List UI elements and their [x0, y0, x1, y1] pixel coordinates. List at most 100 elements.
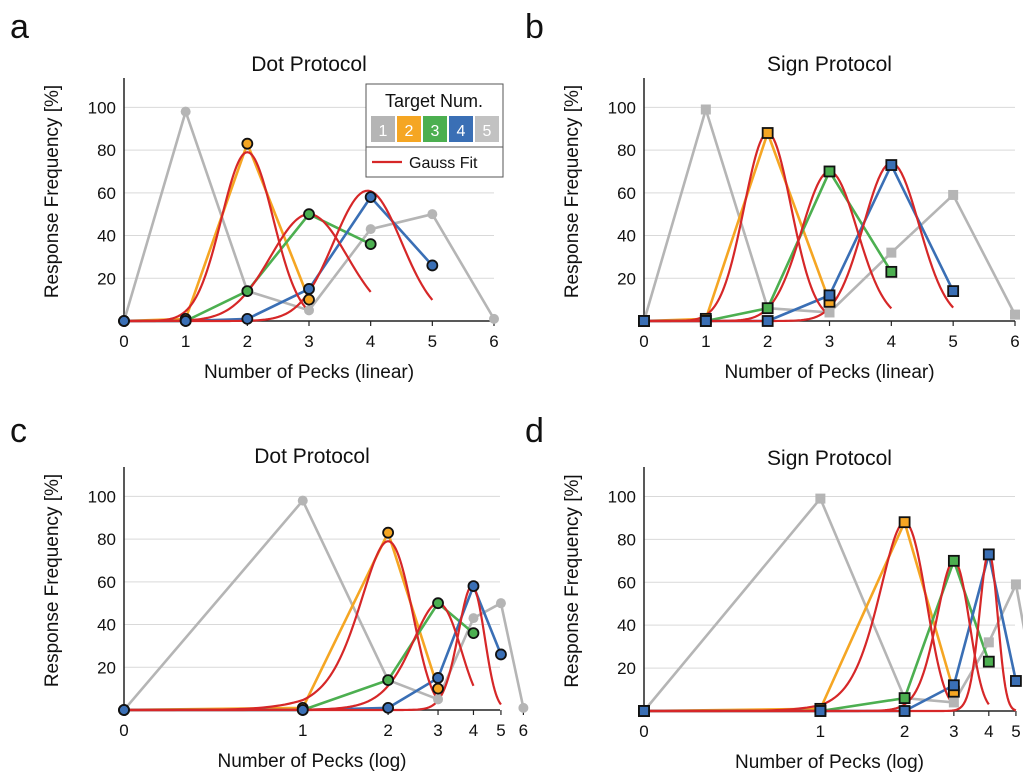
x-tick-label: 0 — [119, 721, 128, 740]
x-tick-label: 3 — [304, 332, 313, 351]
panel-title: Sign Protocol — [767, 447, 892, 470]
data-point-target-4 — [982, 548, 995, 561]
data-point-target-4 — [382, 701, 395, 714]
panel-title: Dot Protocol — [254, 445, 370, 468]
gauss-fit-target-4 — [124, 584, 502, 712]
data-point-target-3 — [432, 597, 444, 610]
x-tick-label: 3 — [433, 721, 442, 740]
x-tick-label: 4 — [469, 721, 478, 740]
legend-swatch-target-4 — [449, 116, 473, 142]
x-tick-label: 2 — [900, 722, 909, 741]
panel-letter: c — [10, 412, 27, 450]
x-axis-label: Number of Pecks (linear) — [724, 362, 934, 383]
x-tick-label: 6 — [489, 332, 498, 351]
x-tick-label: 4 — [887, 332, 896, 351]
data-point-target-2 — [382, 526, 395, 539]
panel-b: b Sign Protocol 20 40 60 80 100 0 1 2 3 4 5 6 Number o… — [525, 8, 1020, 383]
panel-letter: b — [525, 8, 544, 46]
data-point-target-1 — [948, 697, 959, 708]
data-point-target-1 — [427, 209, 438, 220]
data-point-target-4 — [118, 315, 130, 327]
data-point-target-4 — [467, 580, 480, 592]
data-point-target-4 — [432, 672, 444, 684]
markers — [638, 104, 1020, 327]
y-tick-label: 20 — [617, 659, 636, 678]
y-tick-label: 20 — [617, 269, 636, 288]
data-point-target-1 — [948, 189, 959, 200]
data-point-target-4 — [241, 312, 254, 325]
data-point-target-3 — [823, 165, 836, 178]
data-point-target-1 — [518, 702, 529, 713]
data-point-target-4 — [364, 191, 377, 203]
data-point-target-4 — [823, 289, 836, 302]
y-tick-label: 80 — [617, 530, 636, 549]
legend-swatch-target-1 — [371, 116, 395, 142]
x-tick-label: 6 — [1010, 332, 1019, 351]
y-tick-label: 100 — [608, 98, 636, 117]
data-point-target-3 — [467, 627, 480, 639]
data-point-target-4 — [761, 315, 774, 327]
data-point-target-4 — [118, 704, 130, 716]
x-axis-label: Number of Pecks (log) — [217, 751, 406, 772]
y-tick-label: 100 — [608, 487, 636, 506]
panel-title: Dot Protocol — [251, 53, 367, 76]
y-tick-label: 60 — [617, 184, 636, 203]
y-tick-label: 40 — [617, 616, 636, 635]
data-point-target-4 — [426, 259, 439, 272]
series-line-target-2 — [643, 520, 956, 713]
data-point-target-4 — [303, 283, 315, 295]
x-axis-label: Number of Pecks (log) — [735, 752, 924, 773]
data-point-target-1 — [886, 247, 897, 258]
data-point-target-4 — [885, 159, 898, 171]
x-tick-label: 1 — [816, 722, 825, 741]
gauss-fit-target-4 — [644, 161, 954, 323]
data-point-target-2 — [898, 516, 911, 529]
x-axis-label: Number of Pecks (linear) — [204, 362, 414, 383]
series-line-target-2 — [123, 142, 311, 323]
panel-letter: a — [10, 8, 29, 46]
data-point-target-3 — [761, 302, 774, 315]
data-point-target-3 — [898, 692, 911, 705]
x-tick-label: 2 — [763, 332, 772, 351]
y-tick-label: 40 — [97, 227, 116, 246]
data-point-target-1 — [815, 493, 826, 504]
gauss-fit-target-3 — [123, 213, 372, 323]
legend: Target Num. 1 2 3 4 5 Gauss Fit — [365, 83, 504, 178]
y-tick-label: 60 — [97, 184, 116, 203]
data-point-target-4 — [179, 315, 192, 327]
series-line-target-1 — [642, 108, 1017, 322]
data-point-target-2 — [303, 293, 315, 306]
x-tick-label: 5 — [496, 721, 505, 740]
x-tick-label: 4 — [984, 722, 993, 741]
data-point-target-1 — [1010, 309, 1020, 320]
data-point-target-1 — [433, 694, 444, 705]
data-point-target-4 — [638, 315, 650, 327]
series-line-target-3 — [124, 212, 372, 323]
data-point-target-2 — [241, 137, 254, 150]
data-point-target-4 — [699, 315, 712, 327]
y-tick-label: 60 — [97, 573, 116, 592]
y-tick-label: 60 — [617, 573, 636, 592]
data-point-target-1 — [365, 224, 376, 235]
series-line-target-4 — [124, 195, 434, 323]
legend-number: 2 — [405, 123, 414, 140]
data-point-target-3 — [947, 554, 960, 567]
x-tick-label: 5 — [428, 332, 437, 351]
y-axis-label: Response Frequency [%] — [562, 474, 583, 687]
gauss-fit-target-2 — [643, 521, 955, 713]
series-lines — [642, 108, 1017, 323]
y-axis-label: Response Frequency [%] — [562, 85, 583, 298]
data-point-target-4 — [814, 705, 827, 717]
data-point-target-3 — [241, 285, 254, 297]
y-tick-label: 100 — [88, 98, 116, 117]
data-point-target-1 — [824, 307, 835, 318]
data-point-target-1 — [297, 495, 308, 506]
data-point-target-3 — [382, 674, 395, 686]
panel-title: Sign Protocol — [767, 53, 892, 76]
y-tick-label: 80 — [97, 530, 116, 549]
legend-number: 1 — [379, 123, 388, 140]
data-point-target-4 — [898, 705, 911, 717]
legend-number: 3 — [431, 123, 440, 140]
